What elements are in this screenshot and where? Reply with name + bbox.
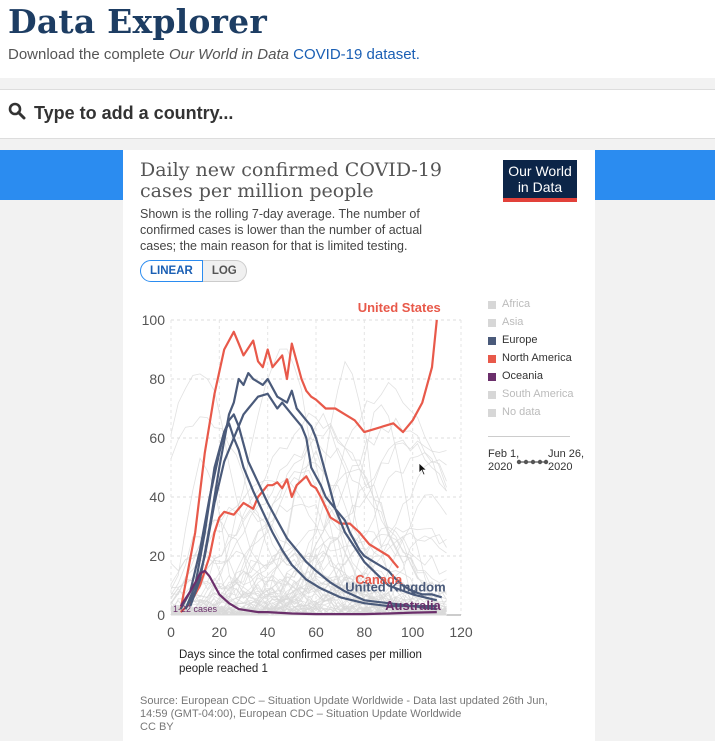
log-scale-button[interactable]: LOG: [202, 260, 247, 282]
background-country-line: [170, 545, 447, 616]
y-tick-label: 60: [149, 430, 165, 446]
legend-item[interactable]: Asia: [488, 316, 588, 329]
legend-divider: [488, 436, 570, 437]
legend-label: Europe: [502, 334, 538, 346]
x-tick-label: 100: [401, 624, 425, 640]
owid-logo[interactable]: Our World in Data: [503, 160, 577, 202]
series-label: Australia: [385, 598, 441, 613]
legend-item[interactable]: Oceania: [488, 370, 588, 383]
legend-label: South America: [502, 388, 574, 400]
chart-card: Daily new confirmed COVID-19 cases per m…: [123, 150, 595, 741]
background-country-line: [170, 582, 447, 616]
chart-source: Source: European CDC – Situation Update …: [140, 695, 560, 734]
scale-toggle[interactable]: LINEAR LOG: [140, 260, 247, 282]
y-tick-label: 80: [149, 371, 165, 387]
background-country-line: [170, 506, 447, 616]
page-header: Data Explorer Download the complete Our …: [0, 0, 715, 78]
logo-line-2: in Data: [517, 179, 563, 195]
background-country-line: [170, 586, 447, 616]
legend-swatch: [488, 355, 496, 363]
search-input[interactable]: Type to add a country...: [34, 103, 234, 123]
background-country-line: [170, 533, 447, 616]
series-line-canada: [179, 475, 400, 613]
subtitle-em: Our World in Data: [168, 46, 289, 63]
series-line-europe-country-a: [189, 372, 438, 607]
app-title: Data Explorer: [8, 2, 267, 41]
mouse-cursor-icon: [418, 462, 428, 476]
legend-item[interactable]: North America: [488, 352, 588, 365]
chart-legend: Africa Asia Europe North America Oceania Sout…: [488, 298, 588, 473]
legend-swatch: [488, 391, 496, 399]
legend-label: Oceania: [502, 370, 543, 382]
x-tick-label: 0: [167, 624, 175, 640]
chart-subtitle: Shown is the rolling 7-day average. The …: [140, 207, 423, 253]
chart-title: Daily new confirmed COVID-19 cases per m…: [140, 159, 442, 202]
series-line-united-states: [179, 319, 438, 610]
series-line-australia: [179, 569, 437, 616]
legend-label: Africa: [502, 298, 531, 310]
legend-item[interactable]: South America: [488, 388, 588, 401]
legend-label: North America: [502, 352, 572, 364]
y-tick-label: 20: [149, 548, 165, 564]
background-country-line: [170, 437, 447, 613]
legend-label: No data: [502, 406, 541, 418]
legend-swatch: [488, 373, 496, 381]
background-country-line: [170, 404, 447, 616]
y-tick-label: 0: [157, 607, 165, 623]
background-country-line: [170, 461, 447, 616]
series-line-united-kingdom: [184, 392, 443, 610]
x-tick-label: 80: [357, 624, 373, 640]
legend-swatch: [488, 301, 496, 309]
logo-line-1: Our World: [508, 163, 572, 179]
timeline-start-label: Feb 1, 2020: [488, 448, 520, 473]
x-tick-label: 40: [260, 624, 276, 640]
license-text: CC BY: [140, 721, 174, 733]
timeline-end-label: Jun 26, 2020: [548, 448, 585, 473]
legend-swatch: [488, 337, 496, 345]
legend-item[interactable]: Europe: [488, 334, 588, 347]
x-tick-label: 120: [449, 624, 473, 640]
linear-scale-button[interactable]: LINEAR: [140, 260, 203, 282]
line-chart[interactable]: 0 20 40 60 80 100 0 20 40 60 80 100 120 United States…: [123, 290, 478, 650]
series-label: Canada: [355, 572, 403, 587]
series-label: United Kingdom: [345, 579, 445, 594]
source-text: Source: European CDC – Situation Update …: [140, 695, 548, 720]
legend-swatch: [488, 319, 496, 327]
legend-label: Asia: [502, 316, 524, 328]
annotation-label: 1-22 cases: [173, 604, 218, 614]
country-search[interactable]: Type to add a country...: [0, 89, 715, 139]
background-country-line: [170, 550, 447, 616]
subtitle-prefix: Download the complete: [8, 46, 169, 63]
y-tick-label: 100: [142, 312, 166, 328]
y-tick-label: 40: [149, 489, 165, 505]
page-subtitle: Download the complete Our World in Data …: [8, 46, 420, 63]
timeline-track[interactable]: [515, 459, 549, 465]
legend-swatch: [488, 409, 496, 417]
x-tick-label: 20: [212, 624, 228, 640]
series-line-europe-country-c: [179, 422, 437, 611]
background-country-line: [170, 469, 447, 616]
x-axis-title: Days since the total confirmed cases per…: [179, 649, 422, 675]
x-tick-label: 60: [308, 624, 324, 640]
background-country-line: [170, 580, 447, 616]
series-label: United States: [358, 300, 441, 315]
legend-item[interactable]: No data: [488, 406, 588, 419]
dataset-link[interactable]: COVID-19 dataset.: [293, 46, 420, 63]
search-icon: [8, 102, 26, 120]
legend-item[interactable]: Africa: [488, 298, 588, 311]
